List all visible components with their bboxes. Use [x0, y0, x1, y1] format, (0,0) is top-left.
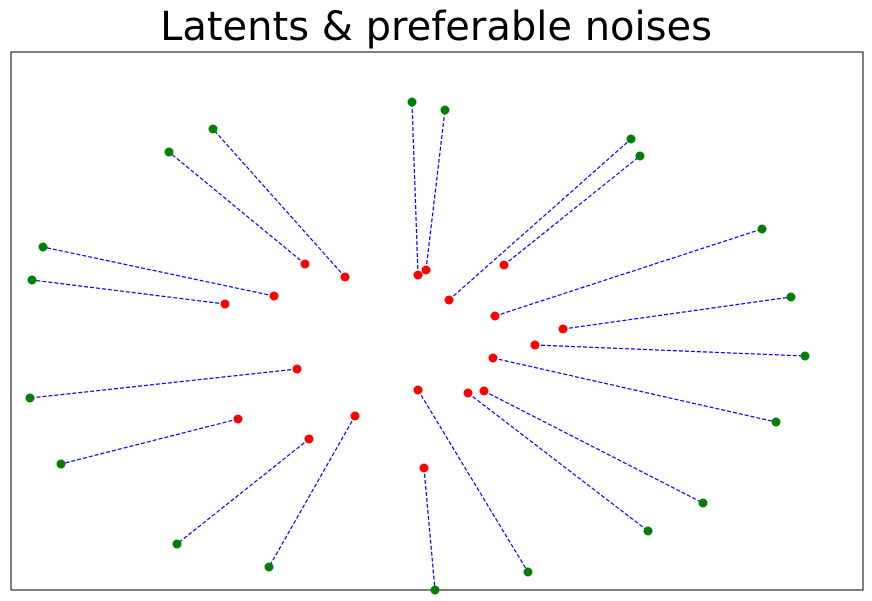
point: [220, 299, 230, 309]
link-line: [176, 438, 310, 545]
link-line: [494, 228, 763, 317]
link-line: [268, 415, 356, 568]
point: [643, 526, 653, 536]
link-line: [534, 344, 806, 357]
link-line: [483, 390, 704, 504]
point: [440, 105, 450, 115]
link-line: [411, 101, 419, 276]
point: [530, 340, 540, 350]
point: [558, 324, 568, 334]
point: [350, 411, 360, 421]
point: [479, 386, 489, 396]
point: [172, 539, 182, 549]
point: [626, 134, 636, 144]
link-line: [425, 109, 446, 271]
link-line: [42, 246, 275, 297]
point: [27, 275, 37, 285]
link-line: [60, 418, 239, 465]
link-line: [168, 151, 306, 265]
point: [413, 270, 423, 280]
point: [300, 259, 310, 269]
link-line: [423, 467, 436, 591]
point: [407, 97, 417, 107]
link-line: [562, 296, 792, 330]
link-line: [503, 155, 641, 266]
point: [444, 295, 454, 305]
point: [208, 124, 218, 134]
point: [264, 562, 274, 572]
point: [292, 364, 302, 374]
point: [463, 388, 473, 398]
point: [25, 393, 35, 403]
point: [499, 260, 509, 270]
plot-frame: [10, 51, 864, 591]
point: [421, 265, 431, 275]
point: [488, 353, 498, 363]
link-line: [31, 279, 226, 305]
point: [757, 224, 767, 234]
point: [164, 147, 174, 157]
point: [698, 498, 708, 508]
link-line: [212, 128, 346, 278]
link-line: [417, 389, 529, 573]
point: [340, 272, 350, 282]
point: [413, 385, 423, 395]
link-line: [29, 368, 298, 399]
point: [419, 463, 429, 473]
link-line: [467, 392, 649, 532]
point: [771, 417, 781, 427]
point: [56, 459, 66, 469]
point: [430, 585, 440, 595]
point: [523, 567, 533, 577]
point: [38, 242, 48, 252]
point: [490, 311, 500, 321]
link-line: [492, 357, 777, 423]
point: [786, 292, 796, 302]
point: [635, 151, 645, 161]
link-line: [448, 138, 632, 301]
point: [269, 291, 279, 301]
chart-title: Latents & preferable noises: [160, 4, 712, 50]
point: [233, 414, 243, 424]
point: [304, 434, 314, 444]
point: [800, 351, 810, 361]
